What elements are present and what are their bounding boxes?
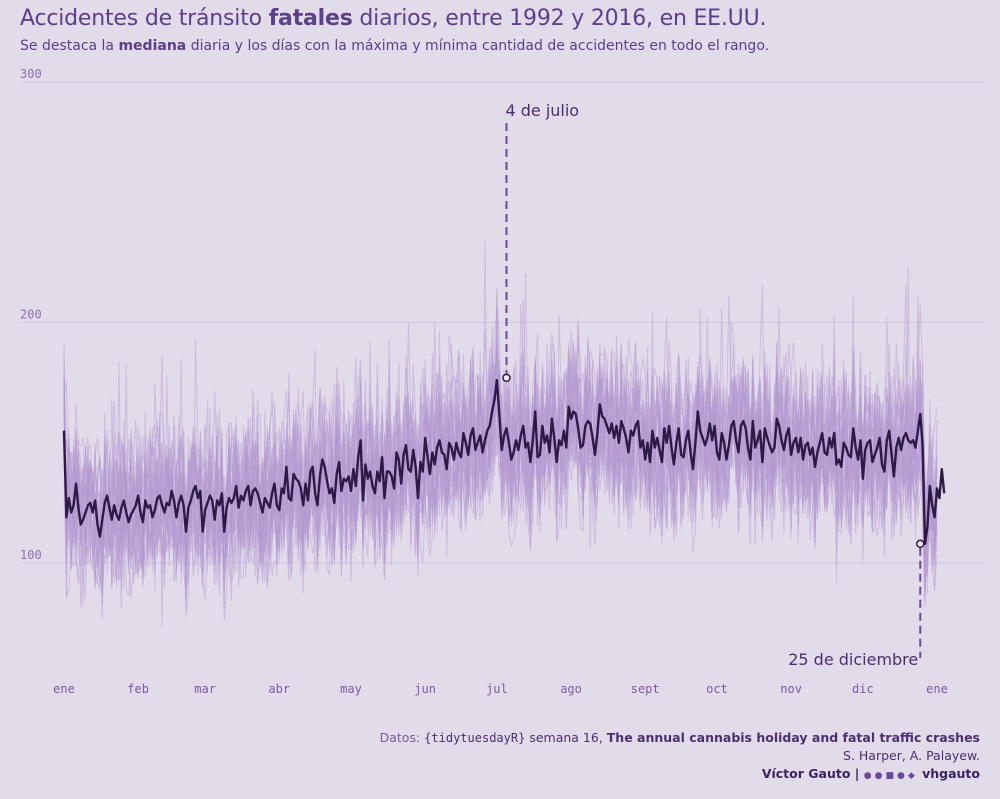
chart-title: Accidentes de tránsito fatales diarios, … [20, 6, 766, 31]
background-series-line [63, 346, 938, 595]
x-tick-label: abr [268, 682, 290, 696]
x-tick-label: oct [706, 682, 728, 696]
y-tick-label: 200 [20, 308, 42, 322]
x-tick-label: feb [127, 682, 149, 696]
github-icon: ● [863, 771, 875, 781]
x-tick-label: may [340, 682, 362, 696]
background-series-line [63, 335, 938, 589]
x-tick-label: nov [780, 682, 802, 696]
y-tick-label: 100 [20, 548, 42, 562]
author-name: Víctor Gauto [761, 766, 851, 781]
x-tick-label: ene [53, 682, 75, 696]
y-tick-label: 300 [20, 67, 42, 81]
x-tick-label: sept [631, 682, 660, 696]
background-series-line [63, 324, 938, 571]
background-series-line [63, 273, 938, 579]
social-icons: ●●■●◆ [864, 771, 918, 781]
caption-week: semana 16, [529, 730, 603, 745]
x-tick-label: jun [414, 682, 436, 696]
highlight-markers [502, 373, 925, 549]
min-point-marker [916, 539, 925, 549]
background-series-line [63, 343, 938, 606]
chart-area: 100 200 300 4 de julio 25 de diciembre ene f… [20, 67, 985, 696]
x-tick-label: ene [926, 682, 948, 696]
subtitle-bold: mediana [118, 38, 187, 54]
annotation-label-july: 4 de julio [505, 101, 579, 120]
grid-lines [20, 81, 985, 564]
twitter-icon: ● [874, 771, 886, 781]
background-series-line [63, 306, 938, 610]
median-series [62, 379, 946, 545]
caption-authors: S. Harper, A. Palayew. [843, 748, 980, 763]
annotations: 4 de julio 25 de diciembre [505, 101, 922, 669]
title-prefix: Accidentes de tránsito [20, 6, 262, 31]
annotation-label-december: 25 de diciembre [788, 650, 918, 669]
mastodon-icon: ● [896, 771, 908, 781]
background-series-line [63, 266, 938, 621]
caption-dataset: The annual cannabis holiday and fatal tr… [606, 730, 980, 745]
caption-separator: | [854, 766, 860, 781]
instagram-icon: ■ [885, 771, 897, 781]
max-point-marker [502, 373, 511, 383]
background-series-line [63, 296, 938, 578]
title-suffix: diarios, entre 1992 y 2016, en EE.UU. [359, 6, 767, 31]
caption-package: {tidytuesdayR} [424, 731, 526, 745]
x-tick-label: dic [852, 682, 874, 696]
y-axis-labels: 100 200 300 [20, 67, 42, 562]
x-tick-label: mar [194, 682, 216, 696]
author-handle: vhgauto [922, 766, 980, 781]
bluesky-icon: ◆ [907, 771, 918, 781]
caption-data-label: Datos: [379, 730, 421, 745]
x-tick-label: ago [560, 682, 582, 696]
subtitle-suffix: diaria y los días con la máxima y mínima… [190, 38, 770, 54]
caption-source: Datos: {tidytuesdayR} semana 16, The ann… [380, 730, 980, 745]
x-axis-labels: ene feb mar abr may jun jul ago sept oct nov dic ene [53, 682, 948, 696]
median-line [62, 379, 946, 545]
background-series-line [63, 317, 938, 561]
title-bold: fatales [268, 6, 353, 31]
chart-subtitle: Se destaca la mediana diaria y los días … [20, 38, 769, 54]
x-tick-label: jul [486, 682, 508, 696]
caption-signature: Víctor Gauto | ●●■●◆ vhgauto [762, 766, 980, 781]
background-series-line [63, 292, 938, 618]
background-series-line [63, 332, 938, 593]
subtitle-prefix: Se destaca la [20, 38, 115, 54]
